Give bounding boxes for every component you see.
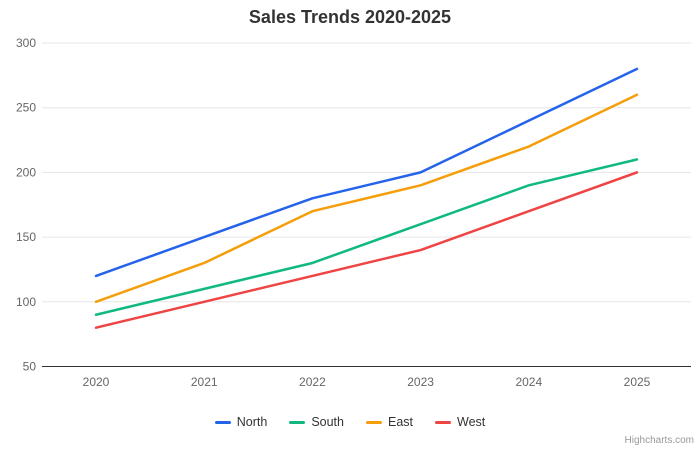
x-axis-tick-label: 2025 <box>624 375 651 389</box>
legend-label: East <box>387 415 413 429</box>
y-axis-tick-label: 150 <box>16 230 36 244</box>
chart-title: Sales Trends 2020-2025 <box>248 7 452 27</box>
series-line-east[interactable] <box>94 93 639 304</box>
legend: North South East West <box>0 411 700 433</box>
series-line-west[interactable] <box>94 171 639 329</box>
x-axis-tick-label: 2021 <box>191 375 218 389</box>
y-axis-tick-label: 250 <box>16 101 36 115</box>
x-axis-tick-label: 2024 <box>515 375 542 389</box>
legend-label: South <box>311 415 344 429</box>
legend-item-west[interactable]: West <box>435 415 485 429</box>
x-axis-tick-label: 2023 <box>407 375 434 389</box>
legend-label: West <box>457 415 486 429</box>
x-axis-tick-label: 2020 <box>83 375 110 389</box>
legend-line-marker <box>289 420 306 424</box>
series-line-south[interactable] <box>94 158 639 316</box>
legend-line-marker <box>435 420 451 424</box>
y-axis-tick-label: 200 <box>16 165 36 179</box>
legend-line-marker <box>214 420 231 424</box>
legend-item-north[interactable]: North <box>214 415 268 429</box>
legend-item-east[interactable]: East <box>365 415 413 429</box>
y-axis-tick-label: 300 <box>16 36 36 50</box>
legend-label: North <box>236 415 268 429</box>
legend-item-south[interactable]: South <box>289 415 344 429</box>
highcharts-credits-link[interactable]: Highcharts.com <box>624 435 694 446</box>
y-axis-tick-label: 100 <box>16 295 36 309</box>
series-line-north[interactable] <box>94 67 639 278</box>
legend-line-marker <box>365 420 382 424</box>
x-axis-tick-label: 2022 <box>299 375 326 389</box>
y-axis-tick-label: 50 <box>23 360 37 374</box>
